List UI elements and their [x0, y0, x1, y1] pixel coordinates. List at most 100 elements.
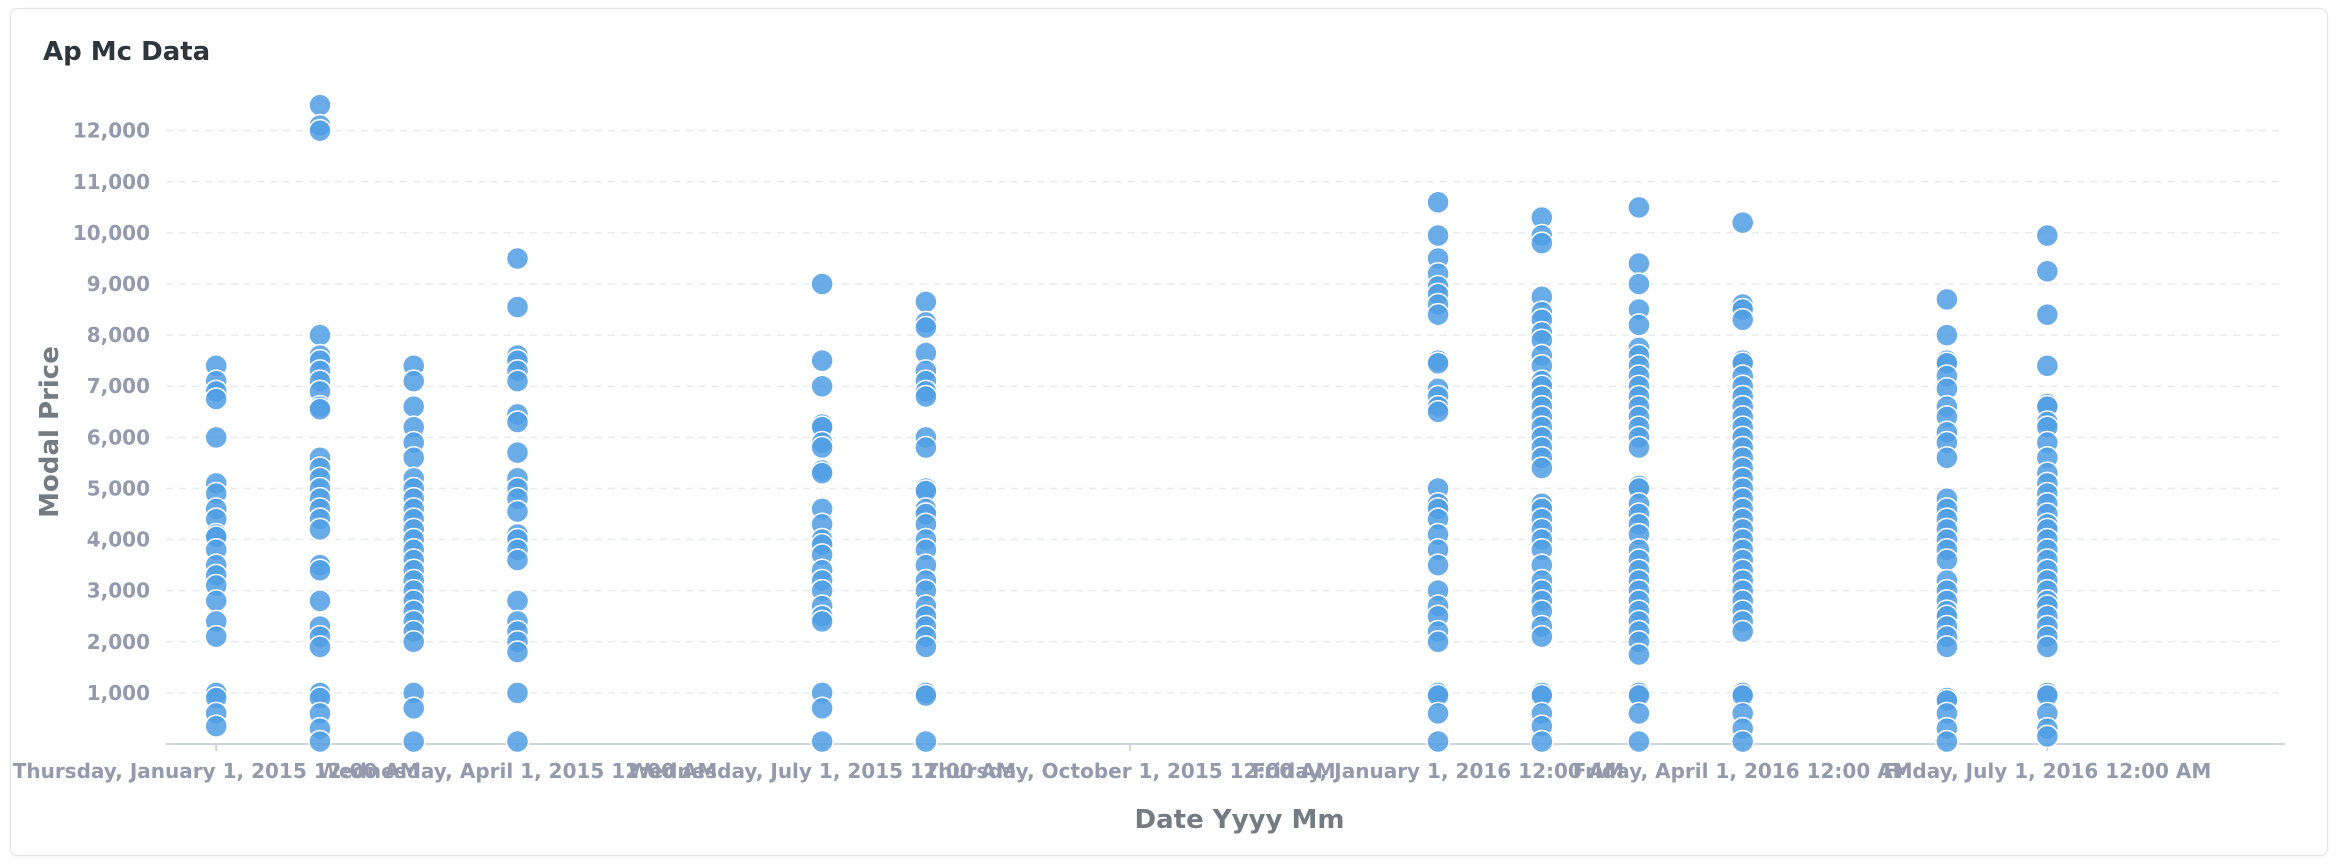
y-tick-label: 4,000 — [87, 528, 150, 552]
data-point[interactable] — [401, 729, 426, 754]
y-tick-label: 6,000 — [87, 425, 150, 449]
data-point[interactable] — [1627, 701, 1651, 726]
data-point[interactable] — [1426, 701, 1450, 726]
data-point[interactable] — [401, 630, 426, 654]
data-point[interactable] — [505, 440, 530, 465]
data-point[interactable] — [1935, 635, 1959, 659]
data-point[interactable] — [2035, 724, 2060, 749]
data-point[interactable] — [204, 387, 228, 411]
x-tick-label: Friday, April 1, 2016 12:00 AM — [1573, 759, 1913, 783]
data-point[interactable] — [1935, 446, 1959, 470]
y-tick-label: 10,000 — [73, 221, 150, 245]
data-point[interactable] — [204, 589, 228, 613]
data-point[interactable] — [810, 609, 834, 634]
data-point[interactable] — [810, 374, 834, 398]
data-point[interactable] — [308, 729, 332, 754]
data-point[interactable] — [914, 290, 938, 314]
data-point[interactable] — [1627, 251, 1651, 276]
data-point[interactable] — [914, 729, 938, 754]
data-point[interactable] — [810, 272, 834, 296]
data-point[interactable] — [2035, 354, 2060, 378]
data-point[interactable] — [1530, 624, 1554, 649]
data-point[interactable] — [204, 624, 228, 649]
data-point[interactable] — [1730, 210, 1755, 235]
data-point[interactable] — [505, 589, 530, 613]
data-point[interactable] — [505, 640, 530, 664]
data-point[interactable] — [308, 589, 332, 613]
data-point[interactable] — [2035, 259, 2060, 283]
data-point[interactable] — [308, 635, 332, 659]
y-tick-label: 7,000 — [87, 374, 150, 398]
data-point[interactable] — [505, 729, 530, 754]
data-point[interactable] — [1627, 435, 1651, 460]
x-tick-label: Thursday, October 1, 2015 12:00 AM — [925, 759, 1336, 783]
data-point[interactable] — [810, 435, 834, 460]
data-point[interactable] — [2035, 635, 2060, 659]
data-point[interactable] — [1627, 195, 1651, 220]
data-point[interactable] — [1426, 190, 1450, 214]
data-point[interactable] — [1627, 642, 1651, 667]
data-point[interactable] — [308, 397, 332, 421]
data-point[interactable] — [1935, 548, 1959, 572]
data-point[interactable] — [914, 384, 938, 409]
grid-lines — [166, 129, 2285, 694]
data-point[interactable] — [505, 295, 530, 319]
data-point[interactable] — [1426, 302, 1450, 327]
chart-title: Ap Mc Data — [43, 37, 211, 67]
data-point[interactable] — [1426, 400, 1450, 424]
data-point[interactable] — [1530, 231, 1554, 255]
x-tick-label: Wednesday, April 1, 2015 12:00 AM — [318, 759, 718, 783]
data-point[interactable] — [1627, 729, 1651, 754]
data-point[interactable] — [914, 315, 938, 340]
data-point[interactable] — [1530, 729, 1554, 754]
x-tick-label: Thursday, January 1, 2015 12:00 AM — [13, 759, 420, 783]
x-axis-label: Date Yyyy Mm — [1135, 805, 1345, 835]
data-point[interactable] — [308, 323, 332, 347]
data-point[interactable] — [914, 635, 938, 659]
data-point[interactable] — [204, 425, 228, 450]
data-point[interactable] — [308, 517, 332, 542]
y-tick-label: 12,000 — [73, 119, 150, 143]
data-point[interactable] — [2035, 223, 2060, 248]
data-point[interactable] — [2035, 302, 2060, 327]
data-point[interactable] — [401, 446, 426, 470]
data-point[interactable] — [1627, 313, 1651, 337]
data-point[interactable] — [1426, 351, 1450, 375]
data-point[interactable] — [401, 394, 426, 419]
data-point[interactable] — [308, 558, 332, 582]
data-point[interactable] — [1935, 323, 1959, 347]
data-point[interactable] — [810, 348, 834, 373]
data-point[interactable] — [1426, 729, 1450, 754]
data-point[interactable] — [1730, 729, 1755, 754]
data-point[interactable] — [1426, 630, 1450, 654]
data-point[interactable] — [401, 369, 426, 393]
data-point[interactable] — [308, 93, 332, 117]
x-tick-label: Friday, January 1, 2016 12:00 AM — [1252, 759, 1624, 783]
data-point[interactable] — [505, 246, 530, 271]
data-point[interactable] — [505, 681, 530, 705]
data-point[interactable] — [1426, 223, 1450, 248]
data-point[interactable] — [1935, 729, 1959, 754]
data-point[interactable] — [505, 499, 530, 524]
data-point[interactable] — [810, 729, 834, 754]
data-point[interactable] — [914, 435, 938, 460]
data-point[interactable] — [401, 696, 426, 720]
y-tick-label: 3,000 — [87, 579, 150, 603]
data-point[interactable] — [810, 696, 834, 720]
data-point[interactable] — [1627, 272, 1651, 296]
data-point[interactable] — [505, 369, 530, 393]
data-point[interactable] — [810, 461, 834, 485]
data-point[interactable] — [204, 714, 228, 738]
data-point[interactable] — [1426, 553, 1450, 577]
data-point[interactable] — [1530, 456, 1554, 480]
data-point[interactable] — [505, 410, 530, 434]
data-point[interactable] — [308, 118, 332, 143]
y-tick-label: 11,000 — [73, 170, 150, 194]
data-point[interactable] — [1730, 308, 1755, 332]
data-point[interactable] — [914, 683, 938, 708]
y-axis-label: Modal Price — [35, 346, 65, 518]
data-point[interactable] — [1935, 287, 1959, 312]
data-point[interactable] — [1730, 619, 1755, 644]
data-point[interactable] — [505, 548, 530, 572]
